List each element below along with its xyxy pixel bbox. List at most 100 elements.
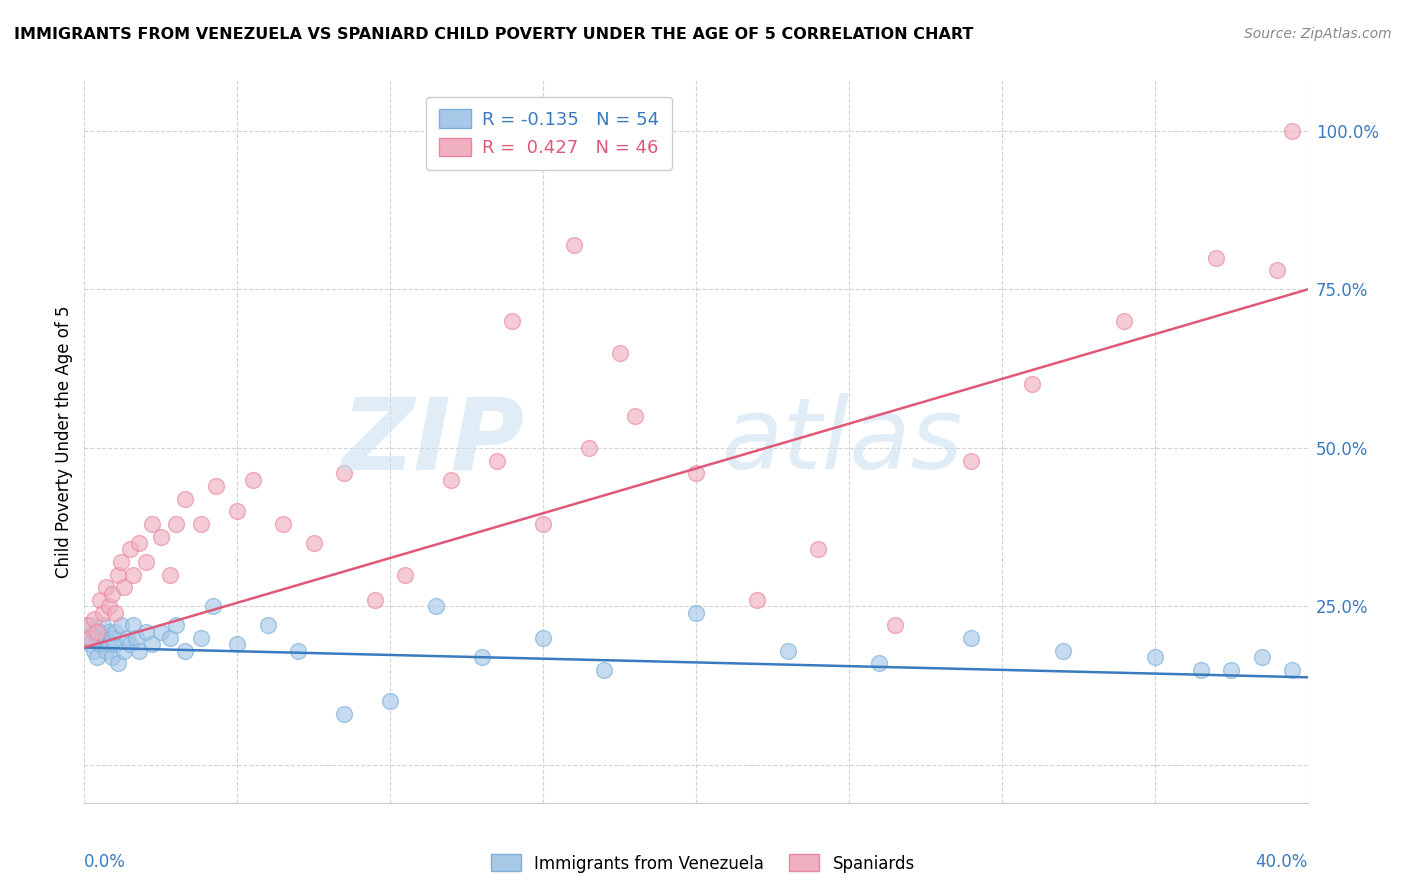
Point — [502, 314, 524, 328]
Point — [115, 631, 138, 645]
Point — [91, 606, 114, 620]
Point — [578, 441, 600, 455]
Legend: R = -0.135   N = 54, R =  0.427   N = 46: R = -0.135 N = 54, R = 0.427 N = 46 — [426, 96, 672, 169]
Y-axis label: Child Poverty Under the Age of 5: Child Poverty Under the Age of 5 — [55, 305, 73, 578]
Point — [531, 631, 554, 645]
Point — [101, 650, 124, 665]
Point — [86, 650, 108, 665]
Point — [94, 580, 117, 594]
Point — [94, 631, 117, 645]
Point — [122, 618, 145, 632]
Text: atlas: atlas — [721, 393, 963, 490]
Point — [165, 618, 187, 632]
Point — [333, 707, 356, 722]
Point — [149, 530, 172, 544]
Point — [333, 467, 356, 481]
Point — [471, 650, 494, 665]
Point — [1052, 643, 1074, 657]
Point — [83, 624, 105, 639]
Point — [76, 631, 98, 645]
Point — [1220, 663, 1243, 677]
Point — [201, 599, 224, 614]
Text: IMMIGRANTS FROM VENEZUELA VS SPANIARD CHILD POVERTY UNDER THE AGE OF 5 CORRELATI: IMMIGRANTS FROM VENEZUELA VS SPANIARD CH… — [14, 27, 973, 42]
Point — [110, 618, 132, 632]
Point — [79, 631, 101, 645]
Point — [1250, 650, 1272, 665]
Point — [112, 580, 135, 594]
Point — [107, 567, 129, 582]
Point — [394, 567, 416, 582]
Point — [97, 599, 120, 614]
Text: Source: ZipAtlas.com: Source: ZipAtlas.com — [1244, 27, 1392, 41]
Text: 40.0%: 40.0% — [1256, 854, 1308, 871]
Point — [1189, 663, 1212, 677]
Point — [593, 663, 616, 677]
Point — [83, 612, 105, 626]
Point — [107, 657, 129, 671]
Point — [190, 631, 212, 645]
Point — [1143, 650, 1166, 665]
Point — [869, 657, 891, 671]
Point — [86, 624, 108, 639]
Point — [141, 516, 163, 531]
Point — [807, 542, 830, 557]
Point — [1281, 124, 1303, 138]
Point — [271, 516, 294, 531]
Point — [94, 643, 117, 657]
Point — [89, 593, 111, 607]
Point — [79, 637, 101, 651]
Point — [165, 516, 187, 531]
Point — [609, 346, 631, 360]
Point — [159, 631, 181, 645]
Text: 0.0%: 0.0% — [84, 854, 127, 871]
Point — [120, 637, 142, 651]
Point — [86, 631, 108, 645]
Point — [128, 536, 150, 550]
Point — [104, 637, 127, 651]
Point — [89, 624, 111, 639]
Point — [380, 694, 402, 708]
Point — [159, 567, 181, 582]
Point — [562, 238, 585, 252]
Point — [440, 473, 463, 487]
Point — [120, 542, 142, 557]
Point — [205, 479, 228, 493]
Point — [79, 618, 101, 632]
Legend: Immigrants from Venezuela, Spaniards: Immigrants from Venezuela, Spaniards — [485, 847, 921, 880]
Point — [287, 643, 309, 657]
Point — [112, 643, 135, 657]
Point — [747, 593, 769, 607]
Point — [104, 606, 127, 620]
Point — [91, 618, 114, 632]
Point — [149, 624, 172, 639]
Point — [101, 631, 124, 645]
Point — [486, 453, 509, 467]
Point — [425, 599, 447, 614]
Point — [1114, 314, 1136, 328]
Point — [1265, 263, 1288, 277]
Point — [141, 637, 163, 651]
Point — [226, 637, 249, 651]
Point — [1021, 377, 1043, 392]
Point — [174, 643, 197, 657]
Point — [83, 643, 105, 657]
Point — [128, 643, 150, 657]
Point — [122, 567, 145, 582]
Point — [91, 631, 114, 645]
Point — [135, 624, 157, 639]
Point — [76, 618, 98, 632]
Point — [302, 536, 325, 550]
Point — [226, 504, 249, 518]
Point — [135, 555, 157, 569]
Point — [257, 618, 280, 632]
Point — [1205, 251, 1227, 265]
Point — [960, 631, 983, 645]
Point — [110, 555, 132, 569]
Point — [776, 643, 799, 657]
Point — [531, 516, 554, 531]
Point — [97, 624, 120, 639]
Point — [883, 618, 905, 632]
Point — [190, 516, 212, 531]
Text: ZIP: ZIP — [342, 393, 524, 490]
Point — [1281, 663, 1303, 677]
